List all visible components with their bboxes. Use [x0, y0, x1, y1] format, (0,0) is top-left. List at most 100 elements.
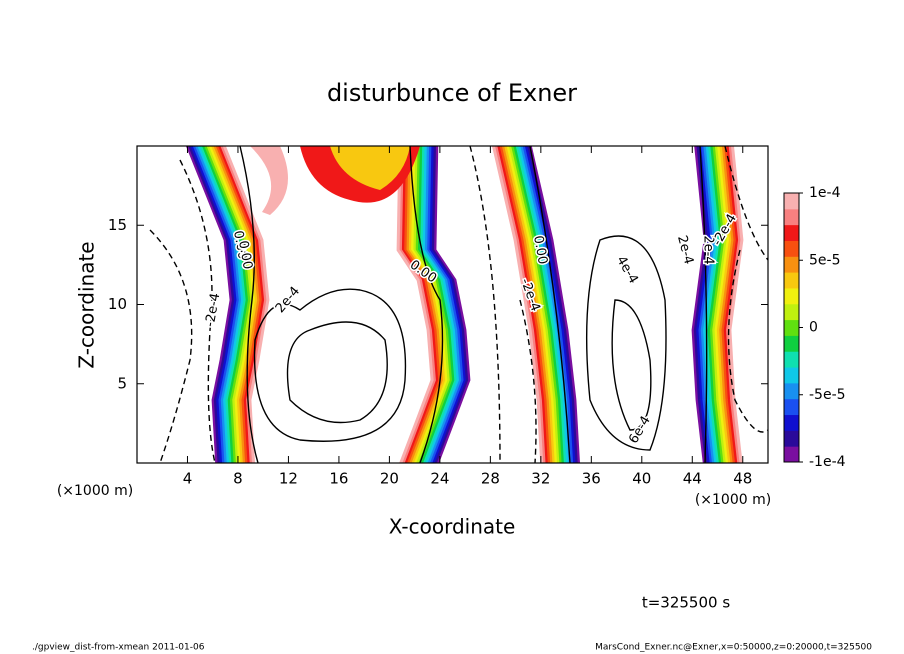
- x-tick-label: 20: [380, 470, 399, 488]
- filled-band: [723, 146, 739, 463]
- contour-label: 0.00: [530, 234, 550, 265]
- filled-band: [197, 146, 245, 463]
- filled-band: [728, 146, 744, 463]
- colorbar-band: [784, 430, 799, 447]
- colorbar-band: [784, 272, 799, 289]
- filled-band: [510, 146, 562, 463]
- filled-band: [498, 146, 551, 463]
- contour-line: [727, 249, 768, 433]
- filled-band: [213, 146, 261, 463]
- x-tick-label: 16: [329, 470, 348, 488]
- filled-band: [726, 146, 742, 463]
- filled-band: [716, 146, 732, 463]
- filled-band: [496, 146, 548, 463]
- y-axis-label: Z-coordinate: [75, 241, 99, 368]
- filled-band: [414, 146, 453, 463]
- colorbar-band: [784, 193, 799, 210]
- footer-left: ./gpview_dist-from-xmean 2011-01-06: [32, 643, 205, 653]
- x-tick-label: 4: [183, 470, 193, 488]
- colorbar-band: [784, 240, 799, 257]
- y-tick-label: 10: [108, 295, 127, 313]
- contour-label: 6e-4: [626, 414, 654, 447]
- y-tick-label: 15: [108, 216, 127, 234]
- x-tick-label: 48: [733, 470, 752, 488]
- filled-band: [424, 146, 462, 463]
- filled-band: [192, 146, 240, 463]
- contour-label: 2e-4: [273, 284, 303, 316]
- field: 0.000.000.000.00 2e-42e-42e-4-2e-4 -2e-44e…: [149, 146, 768, 463]
- colorbar-band: [784, 335, 799, 352]
- filled-band: [712, 146, 728, 463]
- filled-band: [526, 146, 578, 463]
- filled-band: [494, 146, 546, 463]
- filled-band: [521, 146, 574, 463]
- colorbar-band: [784, 351, 799, 368]
- colorbar-tick-label: 0: [809, 320, 818, 336]
- filled-band: [696, 146, 712, 463]
- filled-band: [408, 146, 446, 463]
- contour-line: [409, 146, 444, 463]
- filled-band: [703, 146, 719, 463]
- filled-band: [433, 146, 471, 463]
- filled-band: [709, 146, 726, 463]
- contour-line: [149, 229, 193, 463]
- filled-band: [721, 146, 737, 463]
- contour-line: [239, 146, 259, 463]
- filled-band: [512, 146, 564, 463]
- x-unit-left: (×1000 m): [57, 483, 133, 499]
- filled-band: [505, 146, 558, 463]
- chart-title: disturbunce of Exner: [327, 79, 577, 107]
- filled-band: [503, 146, 555, 463]
- contour-line: [179, 159, 216, 463]
- filled-band: [714, 146, 730, 463]
- filled-band: [528, 146, 581, 463]
- filled-band: [508, 146, 560, 463]
- filled-band: [211, 146, 258, 463]
- filled-band: [204, 146, 252, 463]
- contour-label: 2e-4: [701, 235, 716, 264]
- filled-band: [719, 146, 735, 463]
- filled-band: [188, 146, 235, 463]
- filled-band: [201, 146, 249, 463]
- filled-band: [524, 146, 576, 463]
- filled-band: [208, 146, 256, 463]
- footer-right: MarsCond_Exner.nc@Exner,x=0:50000,z=0:20…: [595, 643, 872, 653]
- colorbar-band: [784, 398, 799, 416]
- colorbar-band: [784, 446, 799, 463]
- contour-line: [611, 299, 652, 431]
- colorbar-band: [784, 287, 799, 305]
- contour-label: -2e-4: [203, 292, 224, 328]
- contour-line: [519, 299, 537, 463]
- colorbar-band: [784, 319, 799, 336]
- filled-band: [215, 146, 263, 463]
- colorbar-tick-label: 1e-4: [809, 185, 841, 201]
- contour-line: [699, 146, 708, 463]
- colorbar-band: [784, 367, 799, 384]
- filled-band: [691, 146, 707, 463]
- x-tick-label: 8: [233, 470, 243, 488]
- filled-blob: [250, 146, 288, 215]
- filled-band: [707, 146, 723, 463]
- colorbar-band: [784, 382, 799, 400]
- x-tick-label: 28: [481, 470, 500, 488]
- filled-band: [199, 146, 247, 463]
- plot-area: 0.000.000.000.00 2e-42e-42e-4-2e-4 -2e-44e…: [149, 146, 768, 463]
- x-tick-label: 36: [582, 470, 601, 488]
- contour-label: 0.00: [230, 229, 250, 260]
- filled-band: [700, 146, 716, 463]
- contour-label: 2e-4: [674, 234, 696, 266]
- filled-blob: [330, 146, 410, 190]
- contour-line: [286, 321, 388, 424]
- colorbar-band: [784, 303, 799, 321]
- filled-band: [405, 146, 443, 463]
- colorbar-band: [784, 208, 799, 226]
- filled-band: [218, 146, 265, 463]
- filled-band: [222, 146, 270, 463]
- contour-line: [253, 288, 407, 442]
- filled-band: [398, 146, 436, 463]
- filled-band: [501, 146, 553, 463]
- contour-line: [585, 235, 667, 451]
- filled-band: [190, 146, 238, 463]
- filled-band: [185, 146, 233, 463]
